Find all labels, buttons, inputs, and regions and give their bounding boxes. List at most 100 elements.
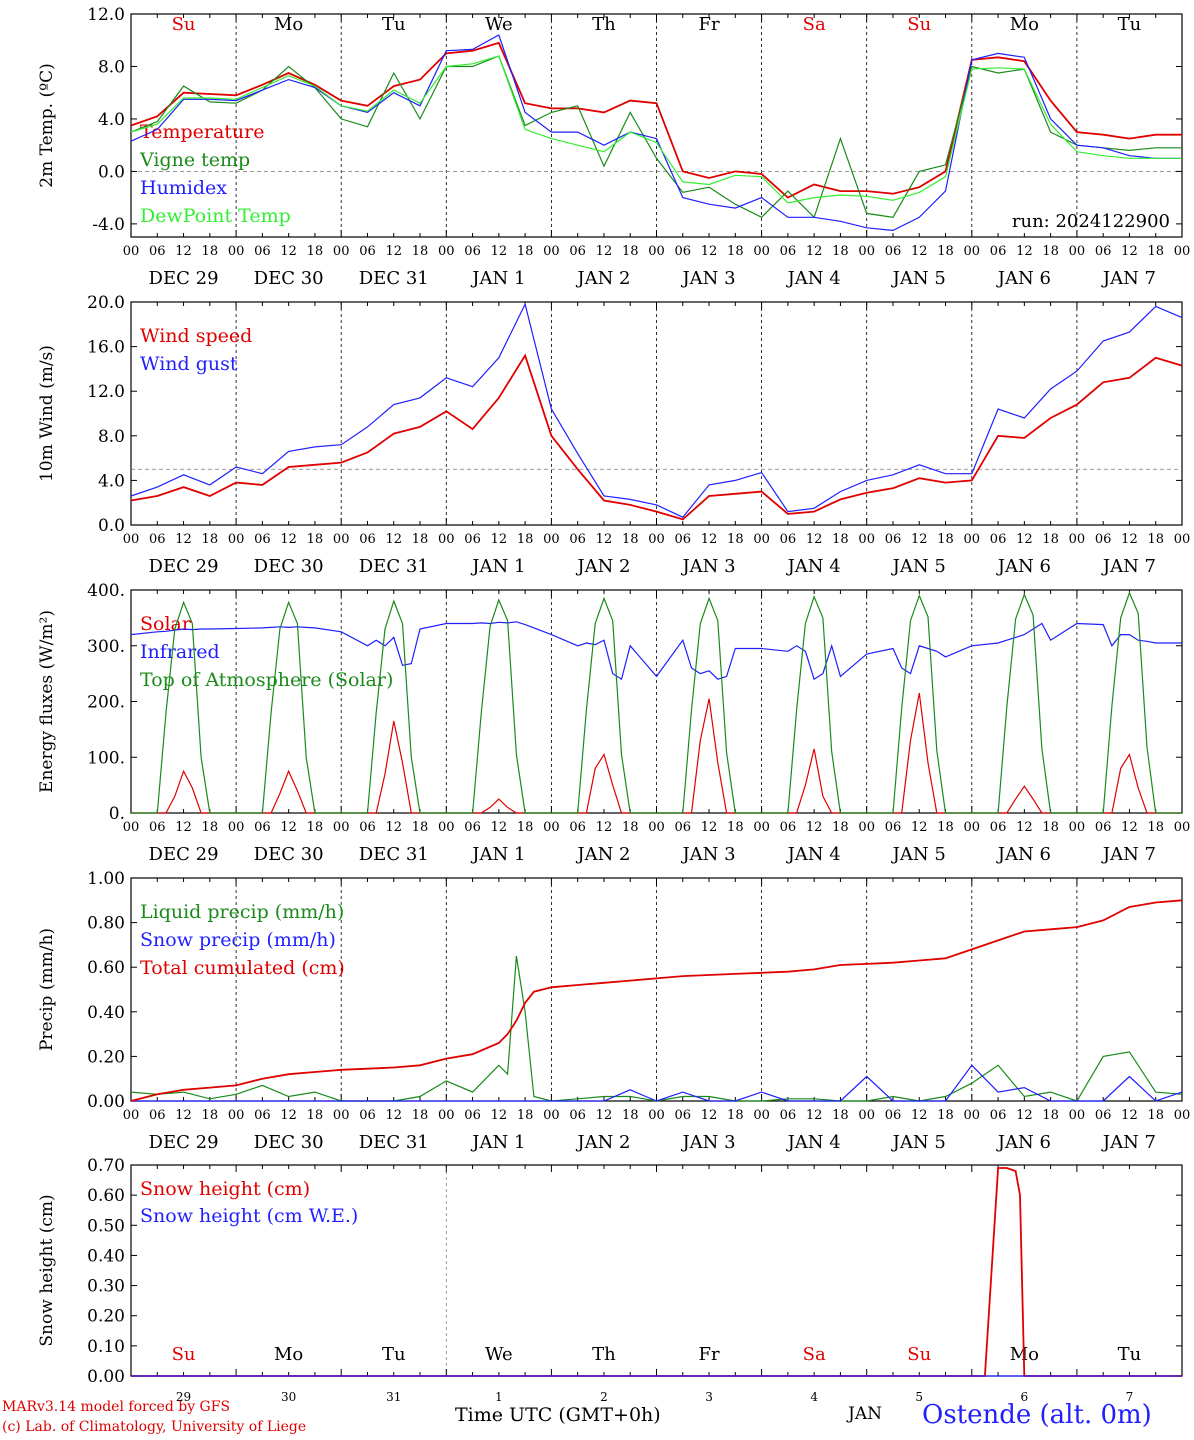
x-day-number: 31 <box>386 1390 401 1404</box>
x-hour-label: 12 <box>1121 244 1138 259</box>
legend-entry: Snow height (cm) <box>140 1178 310 1200</box>
x-hour-label: 12 <box>1016 820 1033 835</box>
x-hour-label: 06 <box>885 820 902 835</box>
x-date-label: DEC 29 <box>149 844 219 865</box>
x-hour-label: 06 <box>359 532 376 547</box>
x-hour-label: 00 <box>333 1108 350 1123</box>
station-title: Ostende (alt. 0m) <box>922 1400 1152 1430</box>
lab-credit: (c) Lab. of Climatology, University of L… <box>2 1419 307 1435</box>
x-date-label: DEC 29 <box>149 268 219 289</box>
x-hour-label: 12 <box>1016 532 1033 547</box>
x-hour-label: 12 <box>385 1108 402 1123</box>
y-tick-label: 0.20 <box>87 1307 125 1327</box>
x-date-label: JAN 3 <box>680 844 735 865</box>
x-date-label: DEC 31 <box>359 844 429 865</box>
x-hour-label: 00 <box>438 1108 455 1123</box>
y-tick-label: -4.0 <box>92 215 125 235</box>
x-hour-label: 18 <box>202 244 219 259</box>
x-hour-label: 06 <box>1095 1108 1112 1123</box>
x-hour-label: 18 <box>1147 1108 1164 1123</box>
plot-frame <box>130 301 1183 526</box>
x-hour-label: 12 <box>491 820 508 835</box>
x-hour-label: 12 <box>491 1108 508 1123</box>
plot-frame <box>130 589 1183 814</box>
x-hour-label: 12 <box>280 244 297 259</box>
x-date-label: JAN 2 <box>575 1132 630 1153</box>
x-hour-label: 12 <box>175 532 192 547</box>
x-hour-label: 06 <box>885 532 902 547</box>
x-hour-label: 18 <box>1147 820 1164 835</box>
x-hour-label: 12 <box>175 820 192 835</box>
x-hour-label: 00 <box>543 820 560 835</box>
x-hour-label: 12 <box>385 820 402 835</box>
series-line-4 <box>130 55 1182 204</box>
x-date-label: JAN 3 <box>680 268 735 289</box>
x-date-label: DEC 31 <box>359 268 429 289</box>
x-hour-label: 06 <box>464 820 481 835</box>
weekday-label: We <box>485 1344 513 1365</box>
x-hour-label: 18 <box>202 1108 219 1123</box>
weekday-label: Su <box>172 14 196 35</box>
legend-entry: Liquid precip (mm/h) <box>140 901 344 923</box>
y-tick-label: 400. <box>87 581 125 601</box>
x-hour-label: 12 <box>701 820 718 835</box>
x-date-label: JAN 7 <box>1101 844 1156 865</box>
x-hour-label: 00 <box>543 1108 560 1123</box>
model-credit: MARv3.14 model forced by GFS <box>2 1399 231 1415</box>
x-hour-label: 06 <box>780 820 797 835</box>
x-hour-label: 00 <box>648 820 665 835</box>
x-hour-label: 06 <box>464 532 481 547</box>
run-annotation: run: 2024122900 <box>1012 211 1170 232</box>
x-hour-label: 18 <box>307 820 324 835</box>
plot-frame <box>130 13 1183 238</box>
x-hour-label: 00 <box>228 820 245 835</box>
x-hour-label: 18 <box>727 532 744 547</box>
legend-entry: Temperature <box>140 121 264 143</box>
weekday-label: Su <box>907 1344 931 1365</box>
y-tick-label: 0.50 <box>87 1216 125 1236</box>
x-date-label: JAN 2 <box>575 844 630 865</box>
x-hour-label: 00 <box>858 532 875 547</box>
x-hour-label: 00 <box>1069 244 1086 259</box>
x-date-label: DEC 30 <box>254 556 324 577</box>
x-hour-label: 00 <box>1174 820 1191 835</box>
x-hour-label: 12 <box>806 532 823 547</box>
x-date-label: JAN 6 <box>996 268 1051 289</box>
x-hour-label: 18 <box>622 820 639 835</box>
x-hour-label: 00 <box>964 532 981 547</box>
x-hour-label: 12 <box>806 820 823 835</box>
y-tick-label: 4.0 <box>98 471 125 491</box>
y-tick-label: 0.40 <box>87 1003 125 1023</box>
x-day-number: 29 <box>176 1390 191 1404</box>
y-tick-label: 8.0 <box>98 57 125 77</box>
y-axis-label: 10m Wind (m/s) <box>37 345 57 482</box>
y-tick-label: 0. <box>109 804 125 824</box>
x-day-number: 4 <box>810 1390 818 1404</box>
x-hour-label: 06 <box>885 1108 902 1123</box>
legend-entry: Humidex <box>140 177 227 199</box>
x-hour-label: 06 <box>254 244 271 259</box>
y-tick-label: 0.70 <box>87 1156 125 1176</box>
x-hour-label: 00 <box>964 1108 981 1123</box>
x-hour-label: 00 <box>438 820 455 835</box>
weekday-label: Fr <box>699 1344 720 1365</box>
x-date-label: JAN 1 <box>470 556 525 577</box>
weekday-label: Su <box>907 14 931 35</box>
x-hour-label: 06 <box>675 1108 692 1123</box>
y-tick-label: 0.30 <box>87 1277 125 1297</box>
x-date-label: JAN 7 <box>1101 1132 1156 1153</box>
x-hour-label: 00 <box>753 820 770 835</box>
weekday-label: Th <box>592 1344 616 1365</box>
x-hour-label: 18 <box>1042 820 1059 835</box>
x-hour-label: 18 <box>307 532 324 547</box>
x-hour-label: 06 <box>149 820 166 835</box>
x-hour-label: 06 <box>149 532 166 547</box>
y-axis-label: Energy fluxes (W/m²) <box>37 610 57 793</box>
x-hour-label: 00 <box>228 244 245 259</box>
y-tick-label: 0.00 <box>87 1092 125 1112</box>
x-hour-label: 18 <box>412 820 429 835</box>
series-line-3 <box>131 591 1182 814</box>
series-line-3 <box>130 899 1183 1102</box>
x-hour-label: 06 <box>569 244 586 259</box>
x-hour-label: 12 <box>385 244 402 259</box>
